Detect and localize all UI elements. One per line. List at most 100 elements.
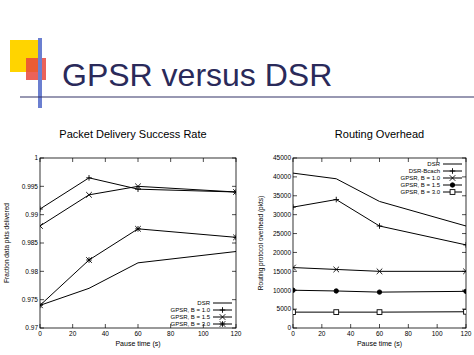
y-tick (232, 299, 236, 300)
y-tick-label: 45000 (273, 154, 291, 161)
y-tick (293, 195, 297, 196)
x-tick (236, 158, 237, 162)
x-tick (321, 324, 322, 328)
x-tick-label: 0 (38, 330, 42, 337)
x-tick (170, 158, 171, 162)
plot-frame (40, 158, 236, 328)
y-tick (40, 243, 44, 244)
y-tick (40, 186, 44, 187)
y-tick-label: 0.98 (25, 268, 38, 275)
x-tick (105, 324, 106, 328)
legend-label: GPSR, B = 1.5 (400, 182, 440, 188)
y-tick (293, 271, 297, 272)
y-tick (232, 243, 236, 244)
point (233, 235, 236, 241)
legend-marker (450, 175, 456, 181)
legend-label: DSR (427, 161, 440, 167)
x-tick (138, 158, 139, 162)
x-tick-label: 20 (69, 330, 77, 337)
legend-label: GPSR, B = 3.0 (170, 321, 210, 327)
x-tick (105, 158, 106, 162)
y-tick (293, 233, 297, 234)
deco-red (26, 58, 46, 80)
y-tick (462, 158, 466, 159)
x-tick-label: 40 (347, 330, 355, 337)
point (464, 289, 466, 293)
point (293, 288, 295, 292)
y-tick-label: 40000 (273, 173, 291, 180)
y-tick-label: 0.985 (22, 239, 39, 246)
y-axis-label: Fraction data pkts delivered (3, 203, 11, 283)
chart: Packet Delivery Success Rate0.970.9750.9… (3, 128, 242, 348)
series-line (40, 186, 236, 226)
legend: DSRDSR-BcachGPSR, B = 1.0GPSR, B = 1.5GP… (400, 161, 462, 195)
series-line (40, 178, 236, 209)
x-tick (408, 158, 409, 162)
y-tick (293, 252, 297, 253)
y-tick (40, 271, 44, 272)
x-tick-label: 60 (376, 330, 384, 337)
point (233, 189, 236, 195)
series-line (293, 200, 466, 245)
y-tick (293, 176, 297, 177)
point (86, 257, 92, 263)
legend-label: GPSR, B = 1.5 (170, 314, 210, 320)
y-tick-label: 0.99 (25, 211, 38, 218)
legend-marker (220, 307, 226, 313)
legend-marker (450, 183, 454, 187)
legend-sample (443, 164, 462, 165)
x-tick (466, 158, 467, 162)
point (40, 206, 43, 212)
point (86, 192, 92, 198)
legend-label: GPSR, B = 1.0 (400, 175, 440, 181)
y-tick (462, 233, 466, 234)
legend-label: DSR-Bcach (409, 168, 440, 174)
plot-data (40, 175, 236, 308)
y-tick (40, 158, 44, 159)
point (464, 309, 466, 314)
point (377, 223, 383, 229)
y-tick-label: 35000 (273, 192, 291, 199)
y-tick-label: 5000 (277, 305, 292, 312)
point (333, 197, 339, 203)
y-tick (462, 176, 466, 177)
point (463, 269, 466, 275)
x-tick-label: 60 (134, 330, 142, 337)
x-tick (408, 324, 409, 328)
y-tick (462, 214, 466, 215)
x-tick (437, 324, 438, 328)
x-tick-label: 80 (405, 330, 413, 337)
point (135, 226, 141, 232)
x-tick-label: 0 (291, 330, 295, 337)
y-tick (293, 328, 297, 329)
point (463, 242, 466, 248)
point (40, 223, 43, 229)
x-tick (203, 158, 204, 162)
slide-title: GPSR versus DSR (62, 57, 332, 93)
y-tick (40, 214, 44, 215)
y-tick (232, 328, 236, 329)
point (377, 310, 382, 315)
x-tick (321, 158, 322, 162)
y-tick-label: 0.975 (22, 296, 39, 303)
title-rule (20, 96, 474, 97)
chart-title: Routing Overhead (335, 128, 424, 140)
legend-label: GPSR, B = 3.0 (400, 189, 440, 195)
x-tick-label: 40 (102, 330, 110, 337)
x-tick (236, 324, 237, 328)
point (334, 310, 339, 315)
point (293, 204, 296, 210)
legend-marker (450, 190, 455, 195)
x-tick (40, 158, 41, 162)
y-axis-label: Routing protocol overhead (pkts) (257, 196, 265, 290)
x-axis-label: Pause time (s) (357, 340, 402, 348)
y-tick (232, 186, 236, 187)
point (377, 269, 383, 275)
point (135, 184, 141, 190)
point (334, 289, 338, 293)
y-tick (462, 195, 466, 196)
y-tick-label: 15000 (273, 268, 291, 275)
x-tick (138, 324, 139, 328)
x-tick (379, 158, 380, 162)
y-tick (40, 299, 44, 300)
